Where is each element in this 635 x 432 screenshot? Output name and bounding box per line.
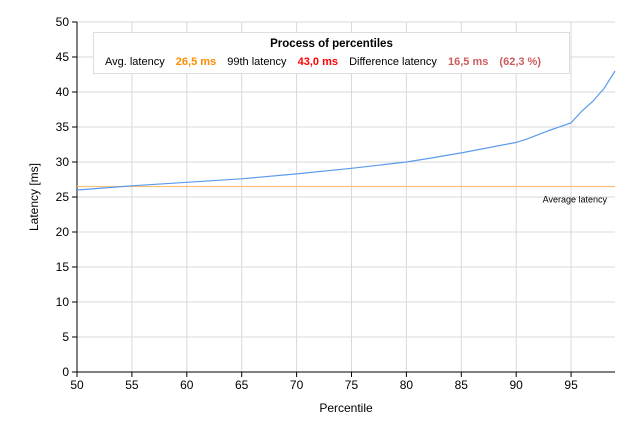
x-tick-label: 70 xyxy=(290,378,304,392)
x-tick-label: 90 xyxy=(510,378,524,392)
x-tick-label: 95 xyxy=(564,378,578,392)
y-tick-label: 20 xyxy=(56,225,70,239)
y-tick-label: 40 xyxy=(56,85,70,99)
x-tick-label: 75 xyxy=(345,378,359,392)
x-tick-label: 80 xyxy=(400,378,414,392)
y-tick-label: 35 xyxy=(56,120,70,134)
x-tick-label: 55 xyxy=(125,378,139,392)
y-tick-label: 15 xyxy=(56,260,70,274)
avg-label: Avg. latency xyxy=(105,56,165,68)
diff-label: Difference latency xyxy=(349,56,437,68)
y-tick-label: 45 xyxy=(56,50,70,64)
y-tick-label: 30 xyxy=(56,155,70,169)
x-tick-label: 65 xyxy=(235,378,249,392)
diff-percent: (62,3 %) xyxy=(499,56,541,68)
x-axis-label: Percentile xyxy=(319,401,373,415)
y-tick-label: 5 xyxy=(62,330,69,344)
legend: Process of percentiles Avg. latency 26,5… xyxy=(93,32,570,74)
y-tick-label: 10 xyxy=(56,295,70,309)
x-tick-label: 85 xyxy=(455,378,469,392)
p99-value: 43,0 ms xyxy=(297,56,338,68)
y-tick-label: 50 xyxy=(56,15,70,29)
p99-label: 99th latency xyxy=(227,56,287,68)
y-axis-label: Latency [ms] xyxy=(27,163,41,231)
avg-value: 26,5 ms xyxy=(175,56,217,68)
diff-value: 16,5 ms xyxy=(447,56,489,68)
y-tick-label: 0 xyxy=(62,365,69,379)
series-line xyxy=(76,70,616,191)
y-tick-label: 25 xyxy=(56,190,70,204)
x-tick-label: 50 xyxy=(70,378,84,392)
legend-title: Process of percentiles xyxy=(270,38,393,50)
average-latency-label: Average latency xyxy=(543,195,608,205)
x-tick-label: 60 xyxy=(180,378,194,392)
